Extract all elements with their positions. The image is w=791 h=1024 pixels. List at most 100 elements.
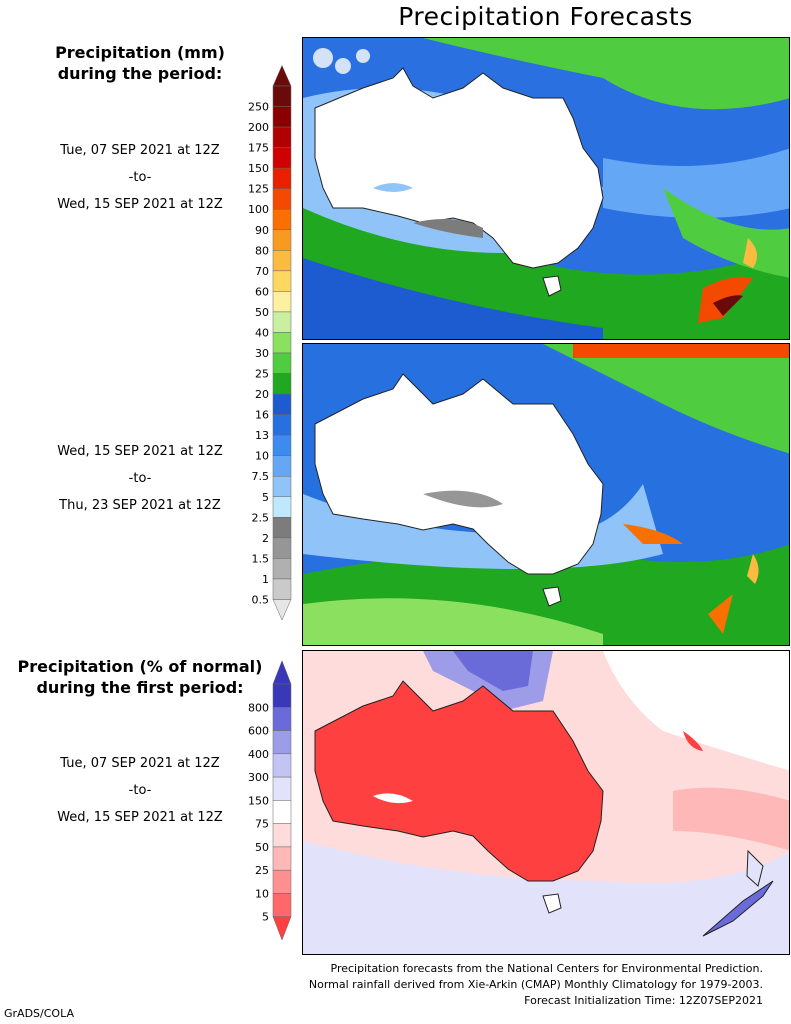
- mm-colorbar-swatch: [272, 434, 292, 456]
- pct-colorbar-tick-label: 800: [248, 701, 269, 714]
- pct-colorbar-tick-label: 25: [255, 864, 269, 877]
- mm-colorbar-tick-label: 1: [262, 573, 269, 586]
- pct-colorbar-swatch: [272, 776, 292, 801]
- pct-colorbar-swatch: [272, 800, 292, 824]
- mm-colorbar-swatch: [272, 496, 292, 518]
- pct-normal-map: [303, 651, 789, 954]
- mm-colorbar-tick-label: 50: [255, 306, 269, 319]
- period3-sep: -to-: [128, 783, 152, 798]
- mm-colorbar-tick-label: 2.5: [252, 511, 270, 524]
- pct-colorbar-swatch: [272, 869, 292, 894]
- pct-colorbar-tick-label: 150: [248, 794, 269, 807]
- period2-sep: -to-: [128, 471, 152, 486]
- mm-colorbar-swatch: [272, 291, 292, 313]
- mm-colorbar-tick-label: 125: [248, 183, 269, 196]
- period1-dates: Tue, 07 SEP 2021 at 12Z -to- Wed, 15 SEP…: [0, 137, 280, 218]
- mm-colorbar-swatch: [272, 332, 292, 354]
- mm-colorbar-tick-label: 25: [255, 368, 269, 381]
- mm-colorbar-tick-label: 250: [248, 101, 269, 114]
- mm-colorbar-swatch: [272, 126, 292, 148]
- pct-colorbar-tick-label: 5: [262, 911, 269, 924]
- mm-colorbar-tick-label: 100: [248, 203, 269, 216]
- mm-colorbar-swatch: [272, 352, 292, 374]
- pct-colorbar-tick-label: 75: [255, 818, 269, 831]
- map-panel-period1: [302, 37, 790, 340]
- mm-colorbar-tick-label: 30: [255, 347, 269, 360]
- map-panel-period2: [302, 343, 790, 646]
- mm-colorbar-swatch: [272, 373, 292, 395]
- pct-colorbar-tick-label: 50: [255, 841, 269, 854]
- mm-colorbar-swatch: [272, 558, 292, 580]
- mm-colorbar-tick-label: 0.5: [252, 593, 270, 606]
- footer-notes: Precipitation forecasts from the Nationa…: [309, 961, 763, 1009]
- mm-colorbar-swatch: [272, 208, 292, 231]
- mm-colorbar-tick-label: 60: [255, 285, 269, 298]
- footer-line2: Normal rainfall derived from Xie-Arkin (…: [308, 978, 763, 991]
- period2-dates: Wed, 15 SEP 2021 at 12Z -to- Thu, 23 SEP…: [0, 438, 280, 519]
- mm-colorbar-swatch: [272, 578, 292, 600]
- pct-colorbar-swatch: [272, 730, 292, 755]
- mm-colorbar-tick-label: 1.5: [252, 552, 270, 565]
- colorbars: 2502001751501251009080706050403025201613…: [248, 64, 292, 941]
- period1-sep: -to-: [128, 170, 152, 185]
- pct-colorbar-swatch: [272, 683, 292, 708]
- pct-colorbar-header: Precipitation (% of normal) during the f…: [0, 656, 280, 698]
- mm-colorbar-tick-label: 20: [255, 388, 269, 401]
- pct-colorbar-tick-label: 300: [248, 771, 269, 784]
- mm-colorbar-header: Precipitation (mm) during the period:: [0, 42, 280, 84]
- mm-colorbar-tick-label: 7.5: [252, 470, 270, 483]
- mm-colorbar-tick-label: 2: [262, 532, 269, 545]
- period3-start: Tue, 07 SEP 2021 at 12Z: [60, 756, 220, 771]
- mm-colorbar-tick-label: 80: [255, 244, 269, 257]
- mm-colorbar-swatch: [272, 106, 292, 128]
- map-panel-pct-normal: [302, 650, 790, 955]
- mm-colorbar-tick-label: 90: [255, 224, 269, 237]
- mm-colorbar-swatch: [272, 270, 292, 292]
- mm-colorbar-tick-label: 16: [255, 409, 269, 422]
- mm-colorbar-arrow-top: [272, 64, 292, 87]
- pct-header-line1: Precipitation (% of normal): [17, 657, 263, 676]
- mm-colorbar-swatch: [272, 517, 292, 539]
- period2-end: Thu, 23 SEP 2021 at 12Z: [59, 498, 221, 513]
- mm-colorbar-tick-label: 175: [248, 142, 269, 155]
- mm-colorbar-tick-label: 5: [262, 491, 269, 504]
- mm-colorbar-swatch: [272, 475, 292, 498]
- mm-colorbar-swatch: [272, 455, 292, 477]
- pct-colorbar-arrow-top: [272, 660, 292, 685]
- mm-colorbar-tick-label: 13: [255, 429, 269, 442]
- mm-colorbar-swatch: [272, 414, 292, 436]
- mm-header-line1: Precipitation (mm): [55, 43, 225, 62]
- mm-colorbar-swatch: [272, 147, 292, 169]
- period3-end: Wed, 15 SEP 2021 at 12Z: [57, 810, 223, 825]
- pct-colorbar-arrow-bottom: [272, 916, 292, 941]
- mm-colorbar-tick-label: 70: [255, 265, 269, 278]
- mm-colorbar-swatch: [272, 85, 292, 107]
- mm-colorbar-swatch: [272, 188, 292, 210]
- period2-start: Wed, 15 SEP 2021 at 12Z: [57, 444, 223, 459]
- pct-colorbar-swatch: [272, 707, 292, 731]
- pct-colorbar-swatch: [272, 893, 292, 917]
- mm-colorbar-swatch: [272, 311, 292, 333]
- mm-header-line2: during the period:: [57, 64, 223, 83]
- period1-end: Wed, 15 SEP 2021 at 12Z: [57, 197, 223, 212]
- mm-colorbar-tick-label: 40: [255, 326, 269, 339]
- pct-colorbar-swatch: [272, 753, 292, 778]
- pct-colorbar-tick-label: 400: [248, 748, 269, 761]
- page-title: Precipitation Forecasts: [398, 2, 693, 31]
- pct-colorbar-tick-label: 600: [248, 725, 269, 738]
- credit-label: GrADS/COLA: [4, 1007, 74, 1020]
- pct-colorbar-swatch: [272, 846, 292, 871]
- mm-colorbar-tick-label: 200: [248, 121, 269, 134]
- precip-map-period2: [303, 344, 789, 645]
- footer-line1: Precipitation forecasts from the Nationa…: [330, 962, 764, 975]
- mm-colorbar-swatch: [272, 250, 292, 272]
- footer-line3: Forecast Initialization Time: 12Z07SEP20…: [524, 994, 763, 1007]
- pct-colorbar-tick-label: 10: [255, 887, 269, 900]
- mm-colorbar-tick-label: 150: [248, 162, 269, 175]
- pct-colorbar-swatch: [272, 823, 292, 848]
- period1-start: Tue, 07 SEP 2021 at 12Z: [60, 143, 220, 158]
- period3-dates: Tue, 07 SEP 2021 at 12Z -to- Wed, 15 SEP…: [0, 750, 280, 831]
- mm-colorbar-swatch: [272, 393, 292, 415]
- mm-colorbar-swatch: [272, 167, 292, 189]
- precip-map-period1: [303, 38, 789, 339]
